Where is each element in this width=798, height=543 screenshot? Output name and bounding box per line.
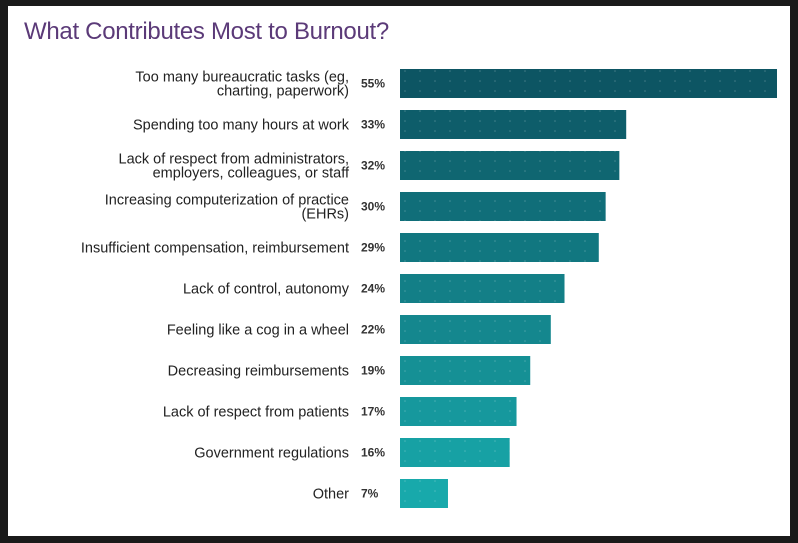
category-label-line: charting, paperwork) <box>217 84 349 100</box>
category-label-line: Lack of respect from patients <box>163 405 349 421</box>
bar-texture <box>400 192 606 221</box>
bar-texture <box>400 233 599 262</box>
category-label: Spending too many hours at work <box>133 118 350 134</box>
category-label: Too many bureaucratic tasks (eg, charting… <box>135 70 349 100</box>
bar-texture <box>400 356 531 385</box>
category-label-line: Lack of control, autonomy <box>183 282 350 298</box>
category-label: Increasing computerization of practice (E… <box>105 193 349 223</box>
value-label: 22% <box>361 323 385 337</box>
value-label: 7% <box>361 487 379 501</box>
value-label: 32% <box>361 159 385 173</box>
category-label: Lack of respect from administrators, empl… <box>119 152 350 182</box>
category-label-line: employers, colleagues, or staff <box>153 166 350 182</box>
category-label-line: Decreasing reimbursements <box>168 364 349 380</box>
category-label-line: Feeling like a cog in a wheel <box>167 323 349 339</box>
category-label: Feeling like a cog in a wheel <box>167 323 349 339</box>
category-label-line: Lack of respect from administrators, <box>119 152 349 168</box>
category-label: Insufficient compensation, reimbursement <box>81 241 349 257</box>
category-label: Lack of control, autonomy <box>183 282 350 298</box>
value-label: 17% <box>361 405 385 419</box>
value-label: 33% <box>361 118 385 132</box>
burnout-bar-chart: 55% Too many bureaucratic tasks (eg, chart… <box>81 69 777 508</box>
chart-panel: What Contributes Most to Burnout? 55% Too… <box>8 6 790 536</box>
category-label-line: Insufficient compensation, reimbursement <box>81 241 349 257</box>
category-label-line: Spending too many hours at work <box>133 118 350 134</box>
value-label: 24% <box>361 282 385 296</box>
bar-texture <box>400 438 510 467</box>
bar-texture <box>400 69 777 98</box>
bar-texture <box>400 110 627 139</box>
bar-texture <box>400 151 620 180</box>
category-label: Other <box>313 487 349 503</box>
bar-texture <box>400 479 448 508</box>
category-label-line: Too many bureaucratic tasks (eg, <box>135 70 349 86</box>
value-label: 55% <box>361 77 385 91</box>
value-label: 30% <box>361 200 385 214</box>
bar-texture <box>400 397 517 426</box>
category-label: Decreasing reimbursements <box>168 364 349 380</box>
value-label: 16% <box>361 446 385 460</box>
category-label-line: (EHRs) <box>301 207 349 223</box>
bar-texture <box>400 274 565 303</box>
category-label: Lack of respect from patients <box>163 405 349 421</box>
category-label-line: Other <box>313 487 349 503</box>
category-label: Government regulations <box>194 446 349 462</box>
bar-texture <box>400 315 551 344</box>
chart-title: What Contributes Most to Burnout? <box>24 18 389 45</box>
value-label: 19% <box>361 364 385 378</box>
category-label-line: Government regulations <box>194 446 349 462</box>
value-label: 29% <box>361 241 385 255</box>
category-label-line: Increasing computerization of practice <box>105 193 349 209</box>
